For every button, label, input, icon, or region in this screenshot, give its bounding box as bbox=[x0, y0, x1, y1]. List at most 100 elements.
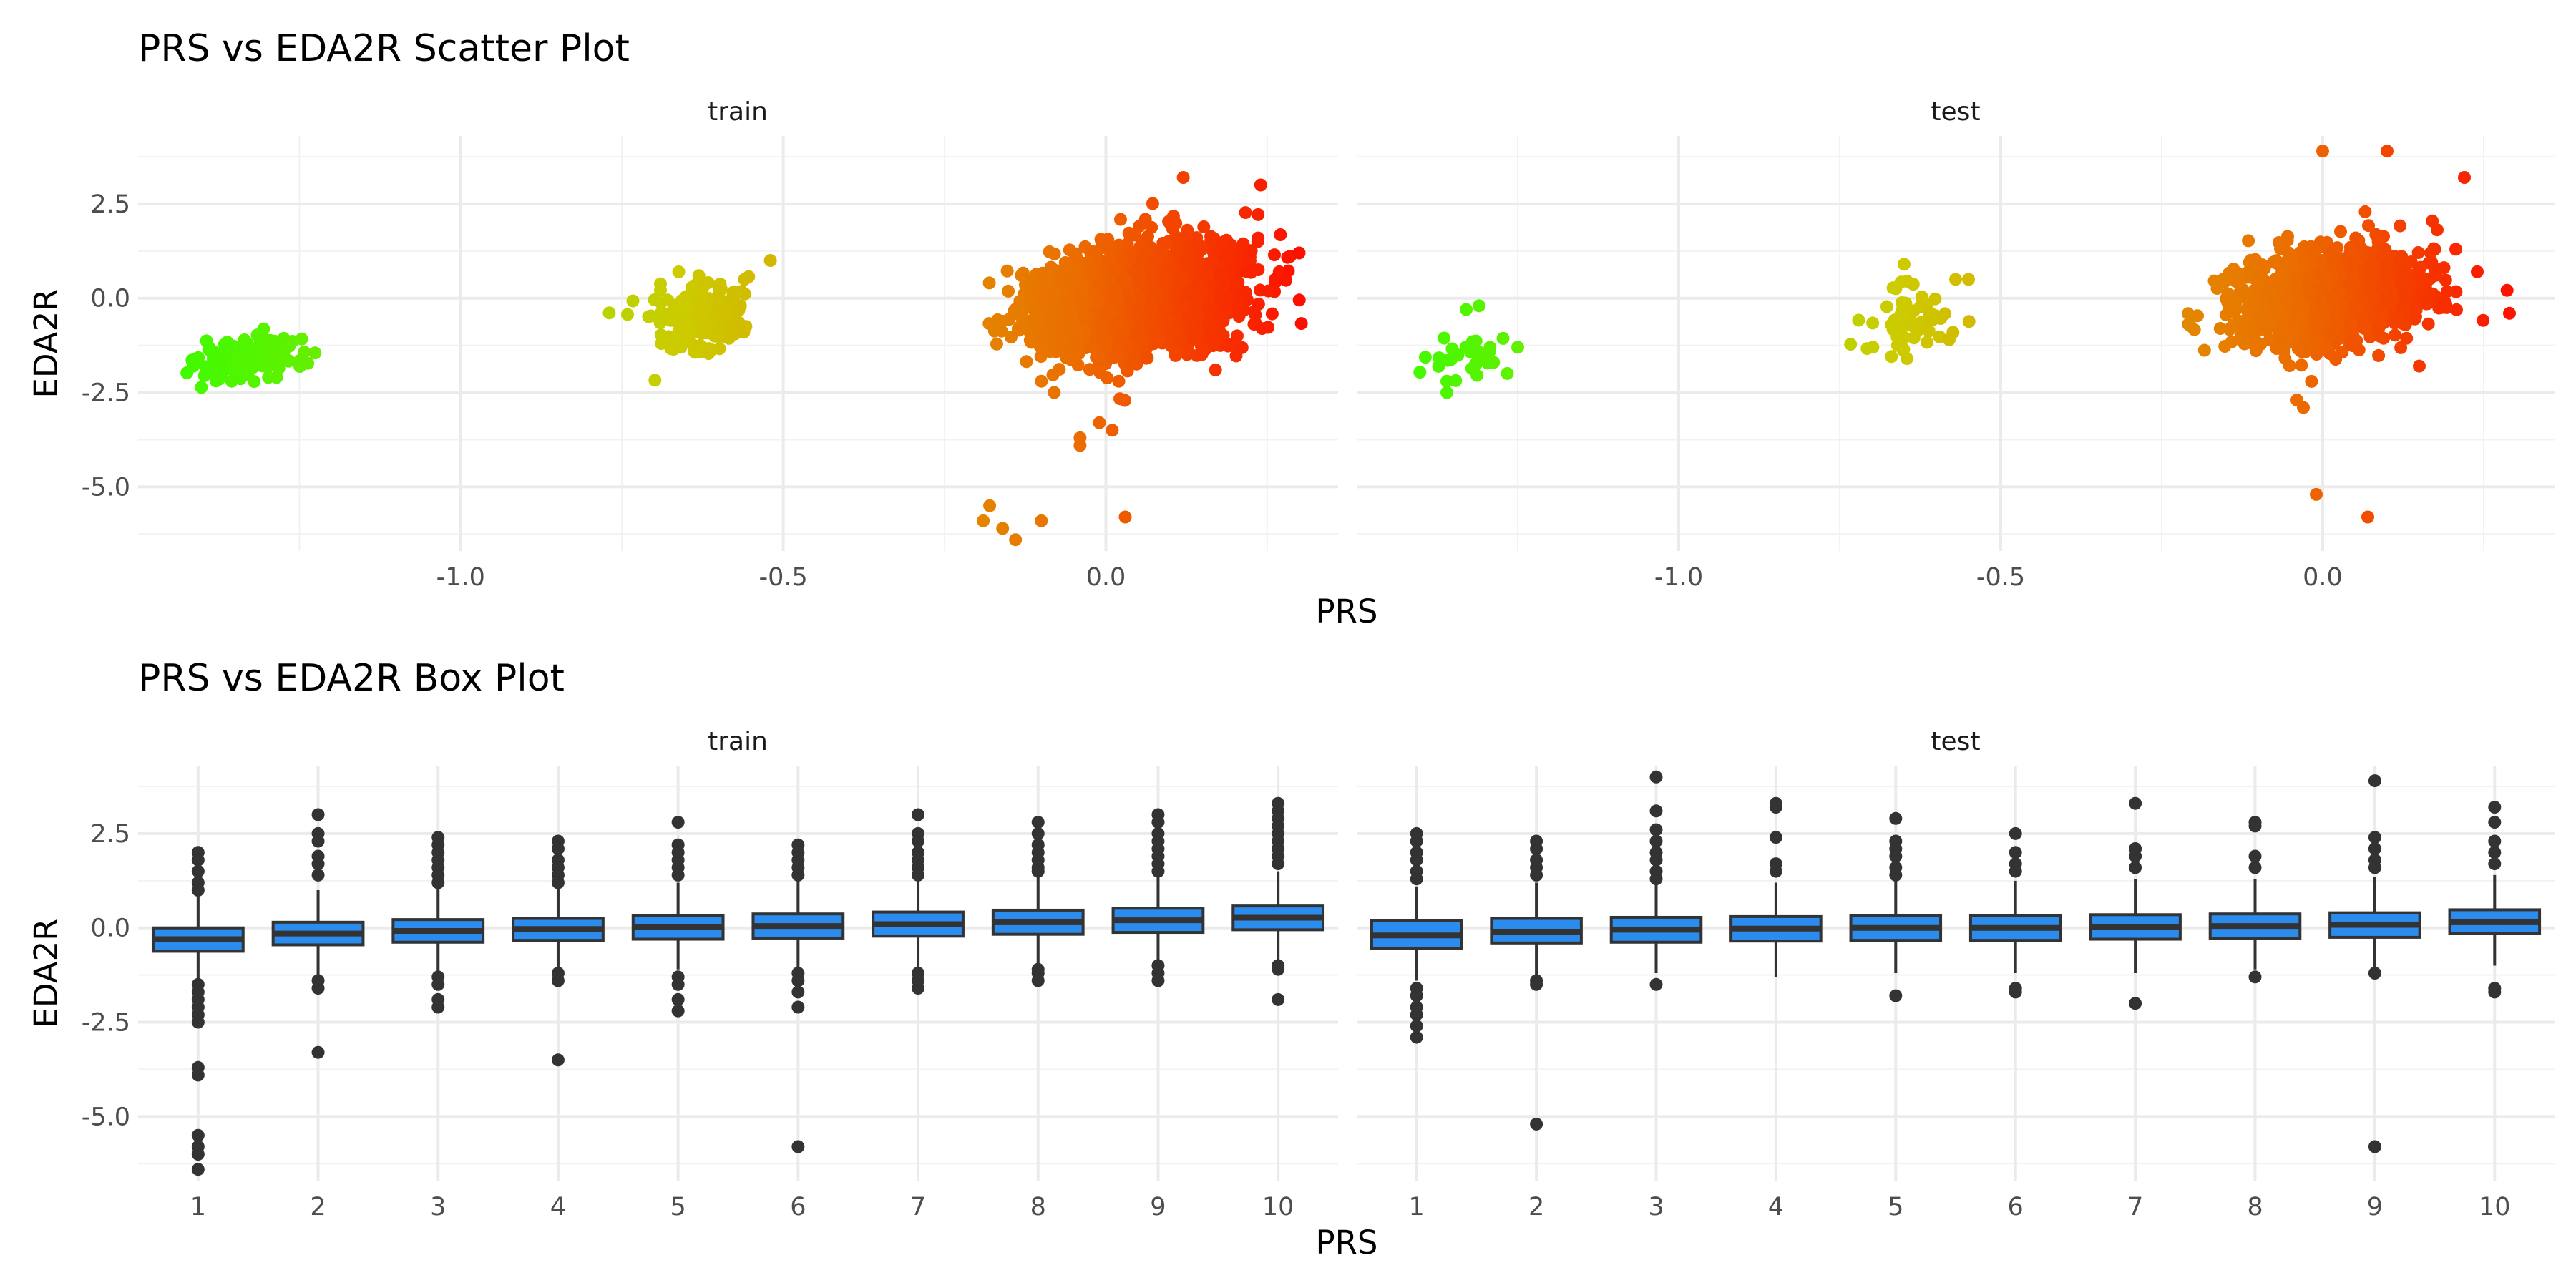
scatter-point bbox=[626, 294, 640, 308]
scatter-point bbox=[2394, 254, 2407, 268]
scatter-point bbox=[1252, 231, 1265, 245]
box-x-tick-label: 4 bbox=[1768, 1193, 1784, 1221]
scatter-point bbox=[2310, 487, 2323, 501]
scatter-point bbox=[1157, 273, 1171, 286]
scatter-point bbox=[1962, 273, 1975, 286]
scatter-point bbox=[1254, 178, 1267, 192]
box-outlier bbox=[2009, 864, 2022, 878]
scatter-point bbox=[1243, 254, 1257, 268]
box-outlier bbox=[191, 1068, 205, 1082]
scatter-point bbox=[2238, 316, 2251, 330]
scatter-point bbox=[1131, 331, 1144, 344]
scatter-point bbox=[2230, 303, 2243, 316]
scatter-point bbox=[1020, 355, 1033, 369]
scatter-point bbox=[1179, 231, 1192, 244]
scatter-point bbox=[702, 324, 716, 338]
scatter-y-tick-label: -2.5 bbox=[82, 379, 130, 408]
scatter-point bbox=[1136, 250, 1149, 263]
scatter-point bbox=[1009, 533, 1023, 547]
scatter-point bbox=[1098, 331, 1111, 345]
box-outlier bbox=[311, 808, 325, 821]
scatter-point bbox=[2316, 145, 2329, 158]
scatter-point bbox=[282, 354, 296, 368]
scatter-point bbox=[1440, 386, 1453, 399]
scatter-point bbox=[2394, 219, 2407, 233]
scatter-point bbox=[1894, 308, 1908, 321]
scatter-point bbox=[659, 333, 673, 347]
box-outlier bbox=[2488, 846, 2502, 859]
scatter-x-tick-label: -0.5 bbox=[1976, 563, 2025, 592]
scatter-point bbox=[1025, 336, 1038, 349]
scatter-point bbox=[2414, 269, 2427, 283]
scatter-point bbox=[1231, 329, 1244, 343]
box-outlier bbox=[1889, 868, 1903, 882]
scatter-point bbox=[1048, 386, 1061, 399]
scatter-point bbox=[1129, 306, 1143, 319]
box-outlier bbox=[2248, 819, 2262, 833]
scatter-point bbox=[1058, 256, 1072, 269]
box-outlier bbox=[912, 868, 925, 882]
scatter-point bbox=[2413, 359, 2426, 373]
scatter-point bbox=[644, 309, 658, 323]
scatter-point bbox=[1030, 279, 1044, 292]
scatter-point bbox=[1133, 270, 1146, 283]
scatter-point bbox=[1860, 342, 1874, 356]
scatter-point bbox=[2364, 273, 2378, 286]
scatter-point bbox=[2393, 311, 2406, 325]
scatter-point bbox=[996, 522, 1010, 535]
scatter-point bbox=[1501, 366, 1514, 380]
scatter-point bbox=[218, 338, 231, 351]
scatter-point bbox=[238, 356, 251, 369]
box-outlier bbox=[431, 977, 445, 991]
scatter-point bbox=[2352, 343, 2366, 357]
scatter-point bbox=[2249, 344, 2263, 358]
scatter-points-train bbox=[180, 171, 1308, 547]
scatter-point bbox=[1418, 351, 1432, 364]
scatter-point bbox=[728, 285, 742, 298]
box-outlier bbox=[2488, 801, 2502, 814]
scatter-point bbox=[1202, 314, 1216, 328]
box-outlier bbox=[2129, 861, 2142, 874]
scatter-point bbox=[1169, 217, 1183, 230]
scatter-point bbox=[716, 303, 730, 317]
box-outlier bbox=[1272, 857, 1285, 871]
scatter-x-tick-label: -0.5 bbox=[758, 563, 807, 592]
scatter-point bbox=[1046, 368, 1060, 381]
scatter-xticks-train: -1.0 -0.5 0.0 bbox=[436, 563, 1126, 592]
box-outlier bbox=[1410, 989, 1423, 1002]
scatter-point bbox=[202, 343, 215, 356]
scatter-point bbox=[2429, 267, 2443, 280]
box-outlier bbox=[791, 868, 805, 882]
box-outlier bbox=[791, 1140, 805, 1153]
scatter-point bbox=[713, 285, 726, 298]
scatter-point bbox=[1000, 264, 1014, 278]
box-outlier bbox=[2009, 846, 2022, 859]
scatter-point bbox=[1197, 220, 1211, 233]
scatter-point bbox=[1082, 256, 1096, 270]
box-x-tick-label: 5 bbox=[1888, 1193, 1903, 1221]
box-outlier bbox=[311, 1045, 325, 1059]
box-x-tick-label: 8 bbox=[2247, 1193, 2263, 1221]
scatter-point bbox=[2210, 282, 2224, 295]
scatter-point bbox=[2314, 293, 2328, 306]
box-outlier bbox=[671, 868, 685, 882]
scatter-point bbox=[712, 327, 726, 341]
scatter-point bbox=[1235, 341, 1249, 354]
scatter-point bbox=[1017, 321, 1030, 335]
scatter-point bbox=[1035, 341, 1049, 354]
scatter-point bbox=[660, 307, 673, 321]
scatter-facet-test: test -1.0 -0.5 0.0 bbox=[1357, 97, 2555, 592]
scatter-point bbox=[1221, 303, 1235, 316]
box-outlier bbox=[1031, 974, 1045, 987]
box-facet-train: train 1 2 3 4 5 6 7 8 9 10 2.50.0-2.5-5.0 bbox=[82, 727, 1338, 1221]
scatter-point bbox=[1435, 355, 1448, 369]
scatter-point bbox=[2280, 332, 2294, 346]
scatter-point bbox=[1189, 331, 1201, 345]
scatter-point bbox=[692, 304, 706, 318]
scatter-point bbox=[238, 367, 251, 381]
scatter-point bbox=[2411, 246, 2425, 259]
box-y-tick-label: 0.0 bbox=[90, 914, 130, 943]
scatter-point bbox=[2213, 322, 2227, 335]
box-outlier bbox=[551, 974, 565, 987]
